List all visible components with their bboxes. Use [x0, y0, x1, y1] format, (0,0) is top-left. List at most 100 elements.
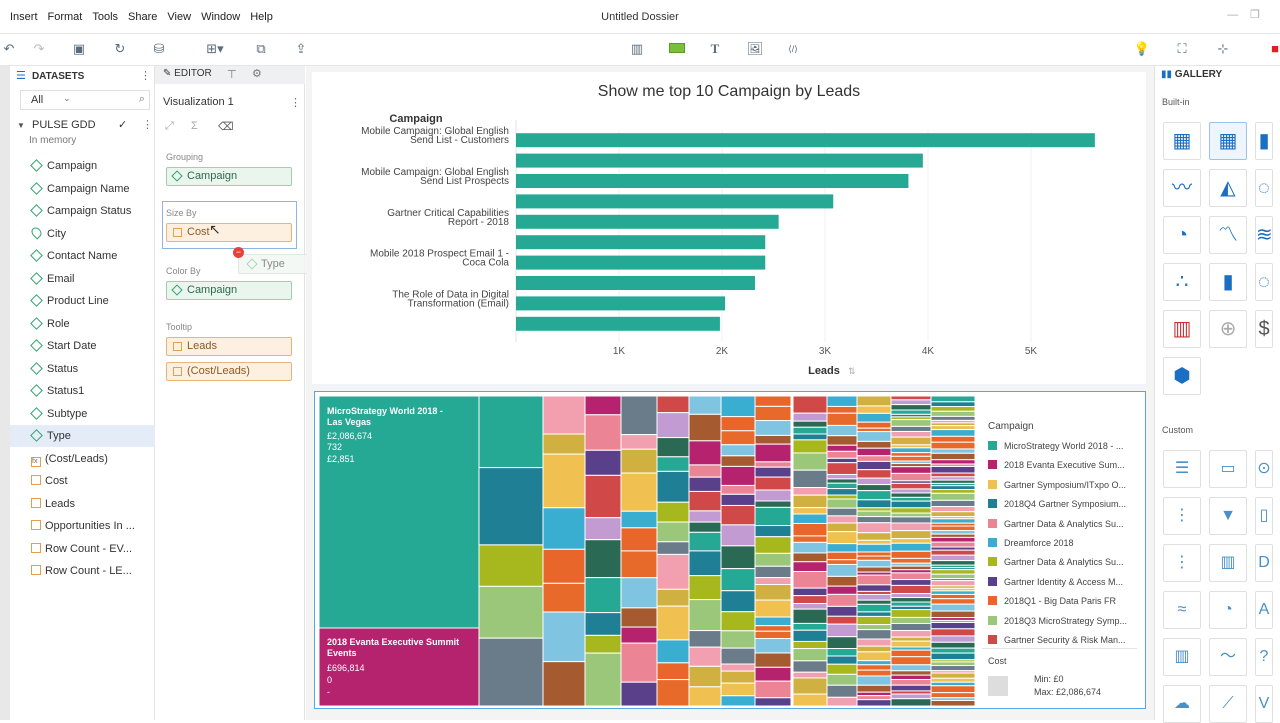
treemap-tile[interactable]	[656, 395, 692, 414]
gallery-custom-visualization-icon[interactable]: ⊙	[1255, 450, 1273, 488]
treemap-tile[interactable]	[856, 584, 892, 592]
treemap-tile[interactable]	[890, 447, 932, 454]
axis-sort-icon[interactable]: ⇅	[848, 366, 856, 376]
treemap-tile[interactable]	[890, 425, 932, 432]
treemap-tile[interactable]	[856, 427, 892, 433]
bar[interactable]	[516, 194, 834, 209]
gallery-custom-visualization-icon[interactable]: 〜	[1209, 638, 1247, 676]
treemap-tile[interactable]	[890, 584, 932, 595]
gallery-custom-visualization-icon[interactable]: ▥	[1209, 544, 1247, 582]
treemap-tile[interactable]	[826, 551, 858, 561]
treemap-tile[interactable]	[792, 603, 828, 610]
treemap-tile[interactable]	[930, 554, 976, 562]
treemap-tile[interactable]	[890, 636, 932, 642]
treemap-tile[interactable]	[826, 563, 858, 577]
legend-item[interactable]: Gartner Data & Analytics Su...	[988, 557, 1133, 568]
treemap-tile[interactable]	[754, 697, 792, 707]
treemap-tile[interactable]	[620, 642, 658, 683]
treemap-tile[interactable]	[890, 684, 932, 692]
dataset-object-cost-leads[interactable]: fx (Cost/Leads)	[10, 448, 155, 470]
treemap-tile[interactable]	[856, 599, 892, 605]
treemap-tile[interactable]	[792, 420, 828, 428]
treemap-tile[interactable]	[890, 395, 932, 401]
treemap-tile[interactable]	[826, 655, 858, 665]
treemap-tile[interactable]	[856, 412, 892, 423]
treemap-tile[interactable]	[656, 541, 692, 555]
treemap-tile[interactable]	[688, 521, 722, 533]
treemap-tile[interactable]	[754, 434, 792, 445]
treemap-tile[interactable]	[754, 395, 792, 407]
treemap-tile[interactable]	[856, 664, 892, 671]
gallery-custom-visualization-icon[interactable]: ?	[1255, 638, 1273, 676]
menu-insert[interactable]: Insert	[10, 11, 38, 23]
treemap-tile[interactable]	[856, 611, 892, 617]
dataset-object-row-count-ev[interactable]: Row Count - EV...	[10, 538, 155, 560]
treemap-tile[interactable]	[792, 693, 828, 707]
add-data-icon[interactable]: ⊞▾	[206, 41, 224, 56]
treemap-tile[interactable]	[620, 607, 658, 628]
treemap-tile[interactable]	[930, 560, 976, 566]
treemap-tile[interactable]	[754, 525, 792, 538]
menu-share[interactable]: Share	[128, 11, 158, 23]
gallery-chart-type-icon[interactable]: $	[1255, 310, 1273, 348]
treemap-tile[interactable]	[620, 448, 658, 474]
treemap-tile[interactable]	[856, 460, 892, 471]
menu-view[interactable]: View	[167, 11, 192, 23]
treemap-tile[interactable]	[856, 615, 892, 626]
treemap-tile[interactable]	[856, 624, 892, 631]
treemap-tile[interactable]	[792, 640, 828, 650]
treemap-tile[interactable]	[856, 455, 892, 462]
treemap-tile[interactable]	[656, 501, 692, 523]
dataset-object-status1[interactable]: Status1	[10, 380, 155, 402]
gallery-chart-type-icon[interactable]: ◔	[1163, 216, 1201, 254]
treemap-tile[interactable]	[890, 609, 932, 618]
color-by-pill-campaign[interactable]: Campaign	[166, 281, 292, 300]
treemap-tile[interactable]	[620, 395, 658, 436]
treemap-tile[interactable]	[890, 640, 932, 648]
treemap-tile[interactable]	[930, 692, 976, 699]
insert-html-icon[interactable]: ⟨/⟩	[788, 44, 798, 54]
treemap-tile[interactable]	[856, 510, 892, 518]
treemap-tile[interactable]	[754, 565, 792, 579]
menu-window[interactable]: Window	[201, 11, 241, 23]
treemap-tile[interactable]	[826, 648, 858, 657]
treemap-tile[interactable]	[584, 612, 624, 636]
treemap-tile[interactable]	[620, 472, 658, 512]
legend-item[interactable]: 2018Q3 MicroStrategy Symp...	[988, 615, 1133, 627]
treemap-tile[interactable]	[856, 555, 892, 561]
bar[interactable]	[516, 214, 779, 229]
menu-help[interactable]: Help	[250, 11, 273, 23]
treemap-tile[interactable]	[930, 661, 976, 667]
treemap-tile[interactable]	[584, 449, 624, 476]
legend-item[interactable]: Gartner Security & Risk Man...	[988, 635, 1133, 646]
treemap-tile[interactable]	[826, 515, 858, 524]
treemap-tile[interactable]	[792, 535, 828, 543]
treemap-visualization[interactable]: MicroStrategy World 2018 -Las Vegas £2,0…	[314, 391, 1146, 709]
treemap-tile[interactable]	[754, 583, 792, 601]
treemap-tile[interactable]	[930, 549, 976, 556]
treemap-tile[interactable]	[478, 395, 544, 469]
treemap-tile[interactable]	[754, 666, 792, 682]
treemap-tile[interactable]	[720, 568, 756, 592]
treemap-tile[interactable]	[792, 426, 828, 435]
gallery-chart-type-icon[interactable]: ◌	[1255, 169, 1273, 207]
gallery-chart-type-icon[interactable]: 〽	[1209, 216, 1247, 254]
treemap-tile[interactable]	[754, 443, 792, 463]
treemap-tile[interactable]	[930, 590, 976, 595]
gallery-chart-type-icon[interactable]: ∴	[1163, 263, 1201, 301]
treemap-tile[interactable]	[930, 665, 976, 672]
treemap-tile[interactable]	[688, 686, 722, 707]
dataset-object-subtype[interactable]: Subtype	[10, 403, 155, 425]
treemap-tile[interactable]	[930, 406, 976, 412]
treemap-tile[interactable]	[890, 649, 932, 658]
treemap-tile[interactable]	[620, 577, 658, 609]
treemap-tile[interactable]	[856, 539, 892, 545]
treemap-tile[interactable]	[720, 524, 756, 547]
treemap-tile[interactable]	[930, 435, 976, 443]
treemap-tile[interactable]	[826, 507, 858, 517]
treemap-tile[interactable]	[930, 580, 976, 587]
gallery-chart-type-icon[interactable]: ▮	[1209, 263, 1247, 301]
treemap-tile[interactable]	[542, 395, 586, 435]
treemap-tile[interactable]	[890, 597, 932, 603]
legend-item[interactable]: MicroStrategy World 2018 - ...	[988, 441, 1133, 452]
